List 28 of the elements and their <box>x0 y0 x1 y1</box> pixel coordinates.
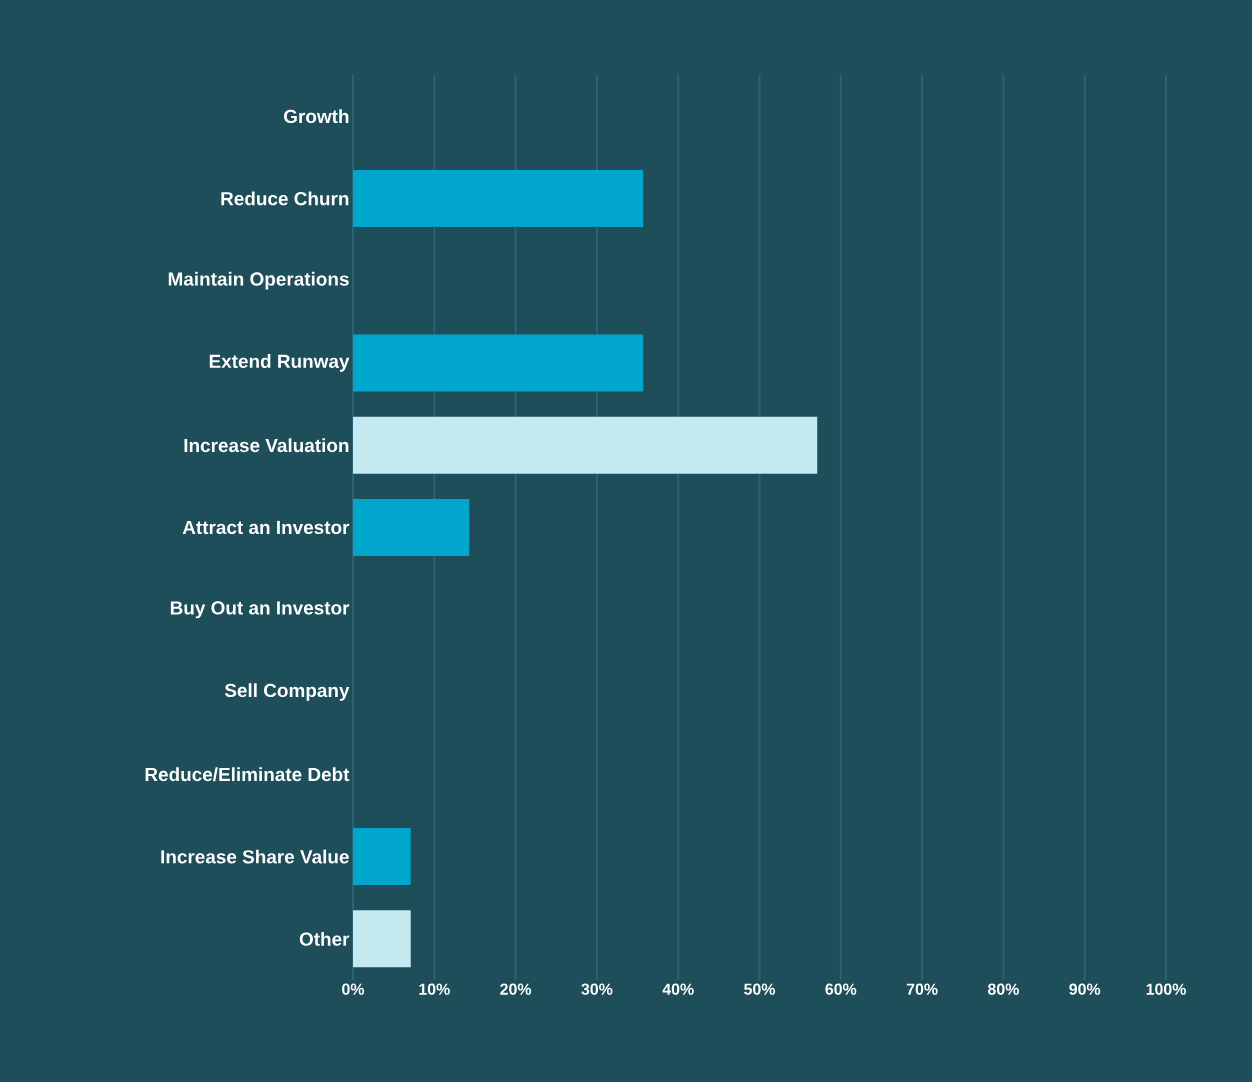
y-tick-label: Reduce/Eliminate Debt <box>145 767 350 782</box>
x-tick-label: 90% <box>1069 983 1101 995</box>
y-tick-label: Growth <box>284 109 349 124</box>
y-tick-label: Increase Share Value <box>161 849 349 864</box>
y-tick-label: Other <box>299 931 350 946</box>
y-tick-label: Maintain Operations <box>168 271 349 290</box>
x-tick-label: 20% <box>500 983 532 995</box>
bar <box>353 910 411 968</box>
x-tick-label: 50% <box>744 983 776 995</box>
x-tick-label: 80% <box>987 983 1019 995</box>
y-tick-label: Attract an Investor <box>182 520 350 535</box>
y-tick-label: Reduce Churn <box>221 191 349 206</box>
y-tick-label: Sell Company <box>224 683 350 701</box>
x-tick-label: 60% <box>825 983 857 995</box>
x-tick-label: 10% <box>419 983 450 995</box>
y-tick-label: Extend Runway <box>209 354 350 372</box>
x-tick-label: 100% <box>1146 983 1186 995</box>
y-tick-label: Increase Valuation <box>184 438 349 453</box>
x-tick-label: 0% <box>342 983 365 995</box>
y-tick-label: Buy Out an Investor <box>170 601 350 619</box>
x-tick-label: 40% <box>662 983 694 995</box>
bar <box>353 334 644 392</box>
x-tick-label: 30% <box>581 983 613 995</box>
x-tick-label: 70% <box>906 983 938 995</box>
bar <box>353 498 470 556</box>
bar <box>353 828 411 886</box>
bar <box>353 169 644 227</box>
bar <box>353 416 818 474</box>
